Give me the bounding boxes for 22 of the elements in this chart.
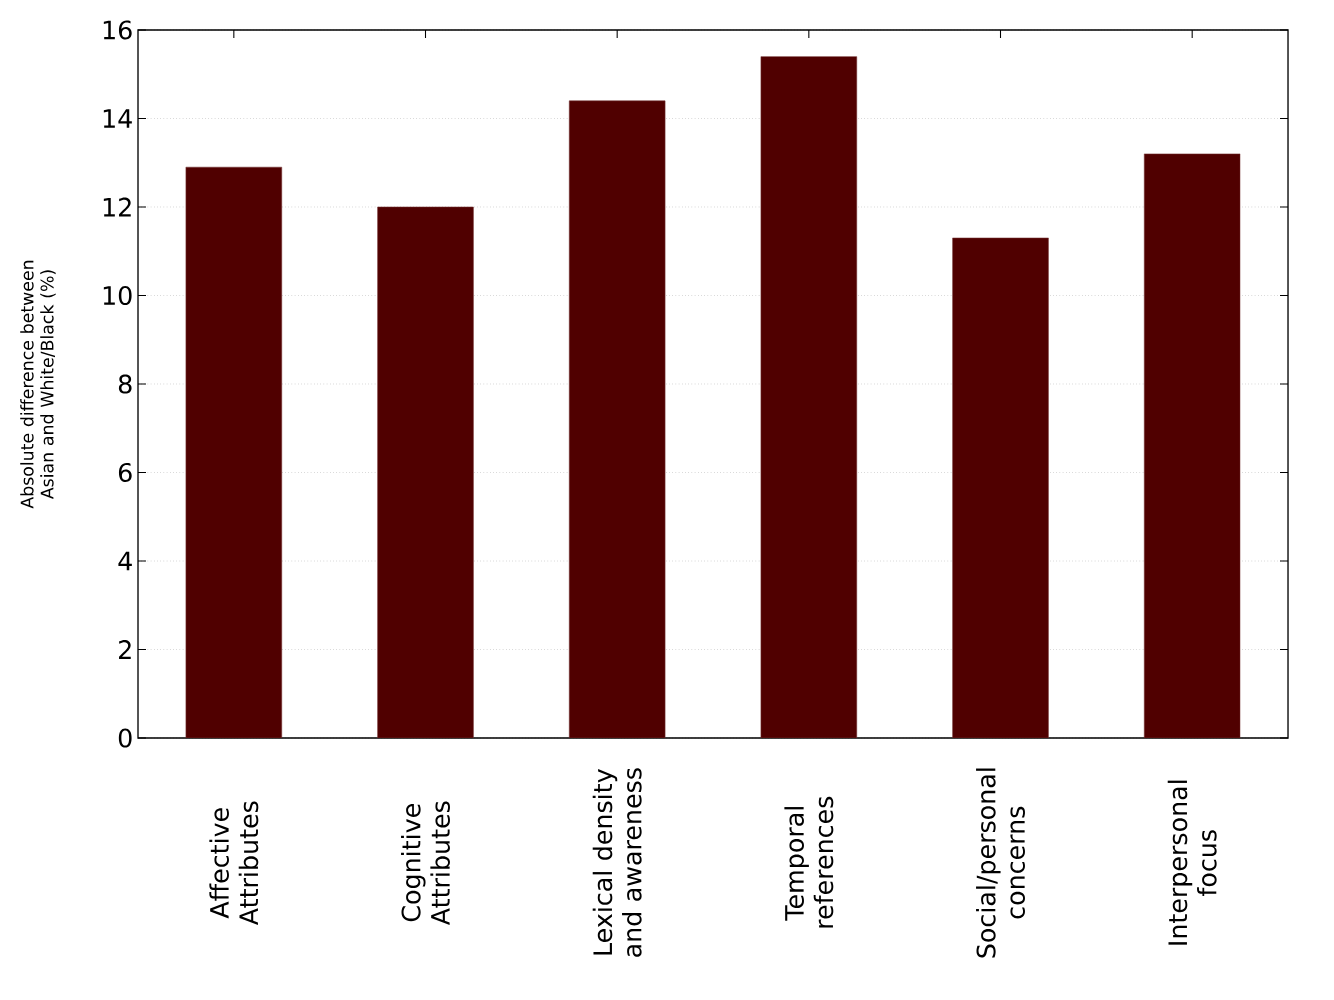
- bar: [377, 206, 474, 738]
- x-tick-label: Lexical density and awareness: [592, 768, 642, 957]
- x-tick-label: Social/personal concerns: [976, 768, 1025, 958]
- y-tick-label: 12: [103, 197, 131, 217]
- y-tick-label: 6: [118, 462, 132, 483]
- bar: [952, 237, 1049, 738]
- y-tick-label: 8: [118, 374, 132, 394]
- x-tick-label: Interpersonal focus: [1167, 780, 1217, 945]
- bar: [760, 56, 858, 738]
- y-tick-label: 16: [103, 20, 132, 40]
- y-tick-label: 14: [103, 109, 132, 128]
- y-tick-label: 2: [119, 640, 131, 659]
- y-axis-title: Absolute difference between Asian and White/Black (%): [20, 260, 56, 509]
- x-tick-label: Cognitive Attributes: [401, 801, 450, 926]
- y-tick-label: 0: [118, 728, 132, 748]
- bar: [568, 100, 666, 738]
- y-tick-label: 4: [118, 551, 132, 571]
- x-tick-label: Affective Attributes: [209, 801, 259, 926]
- bar: [1143, 153, 1241, 738]
- x-tick-label: Temporal references: [784, 796, 834, 928]
- bar: [185, 166, 283, 738]
- y-tick-label: 10: [103, 285, 132, 306]
